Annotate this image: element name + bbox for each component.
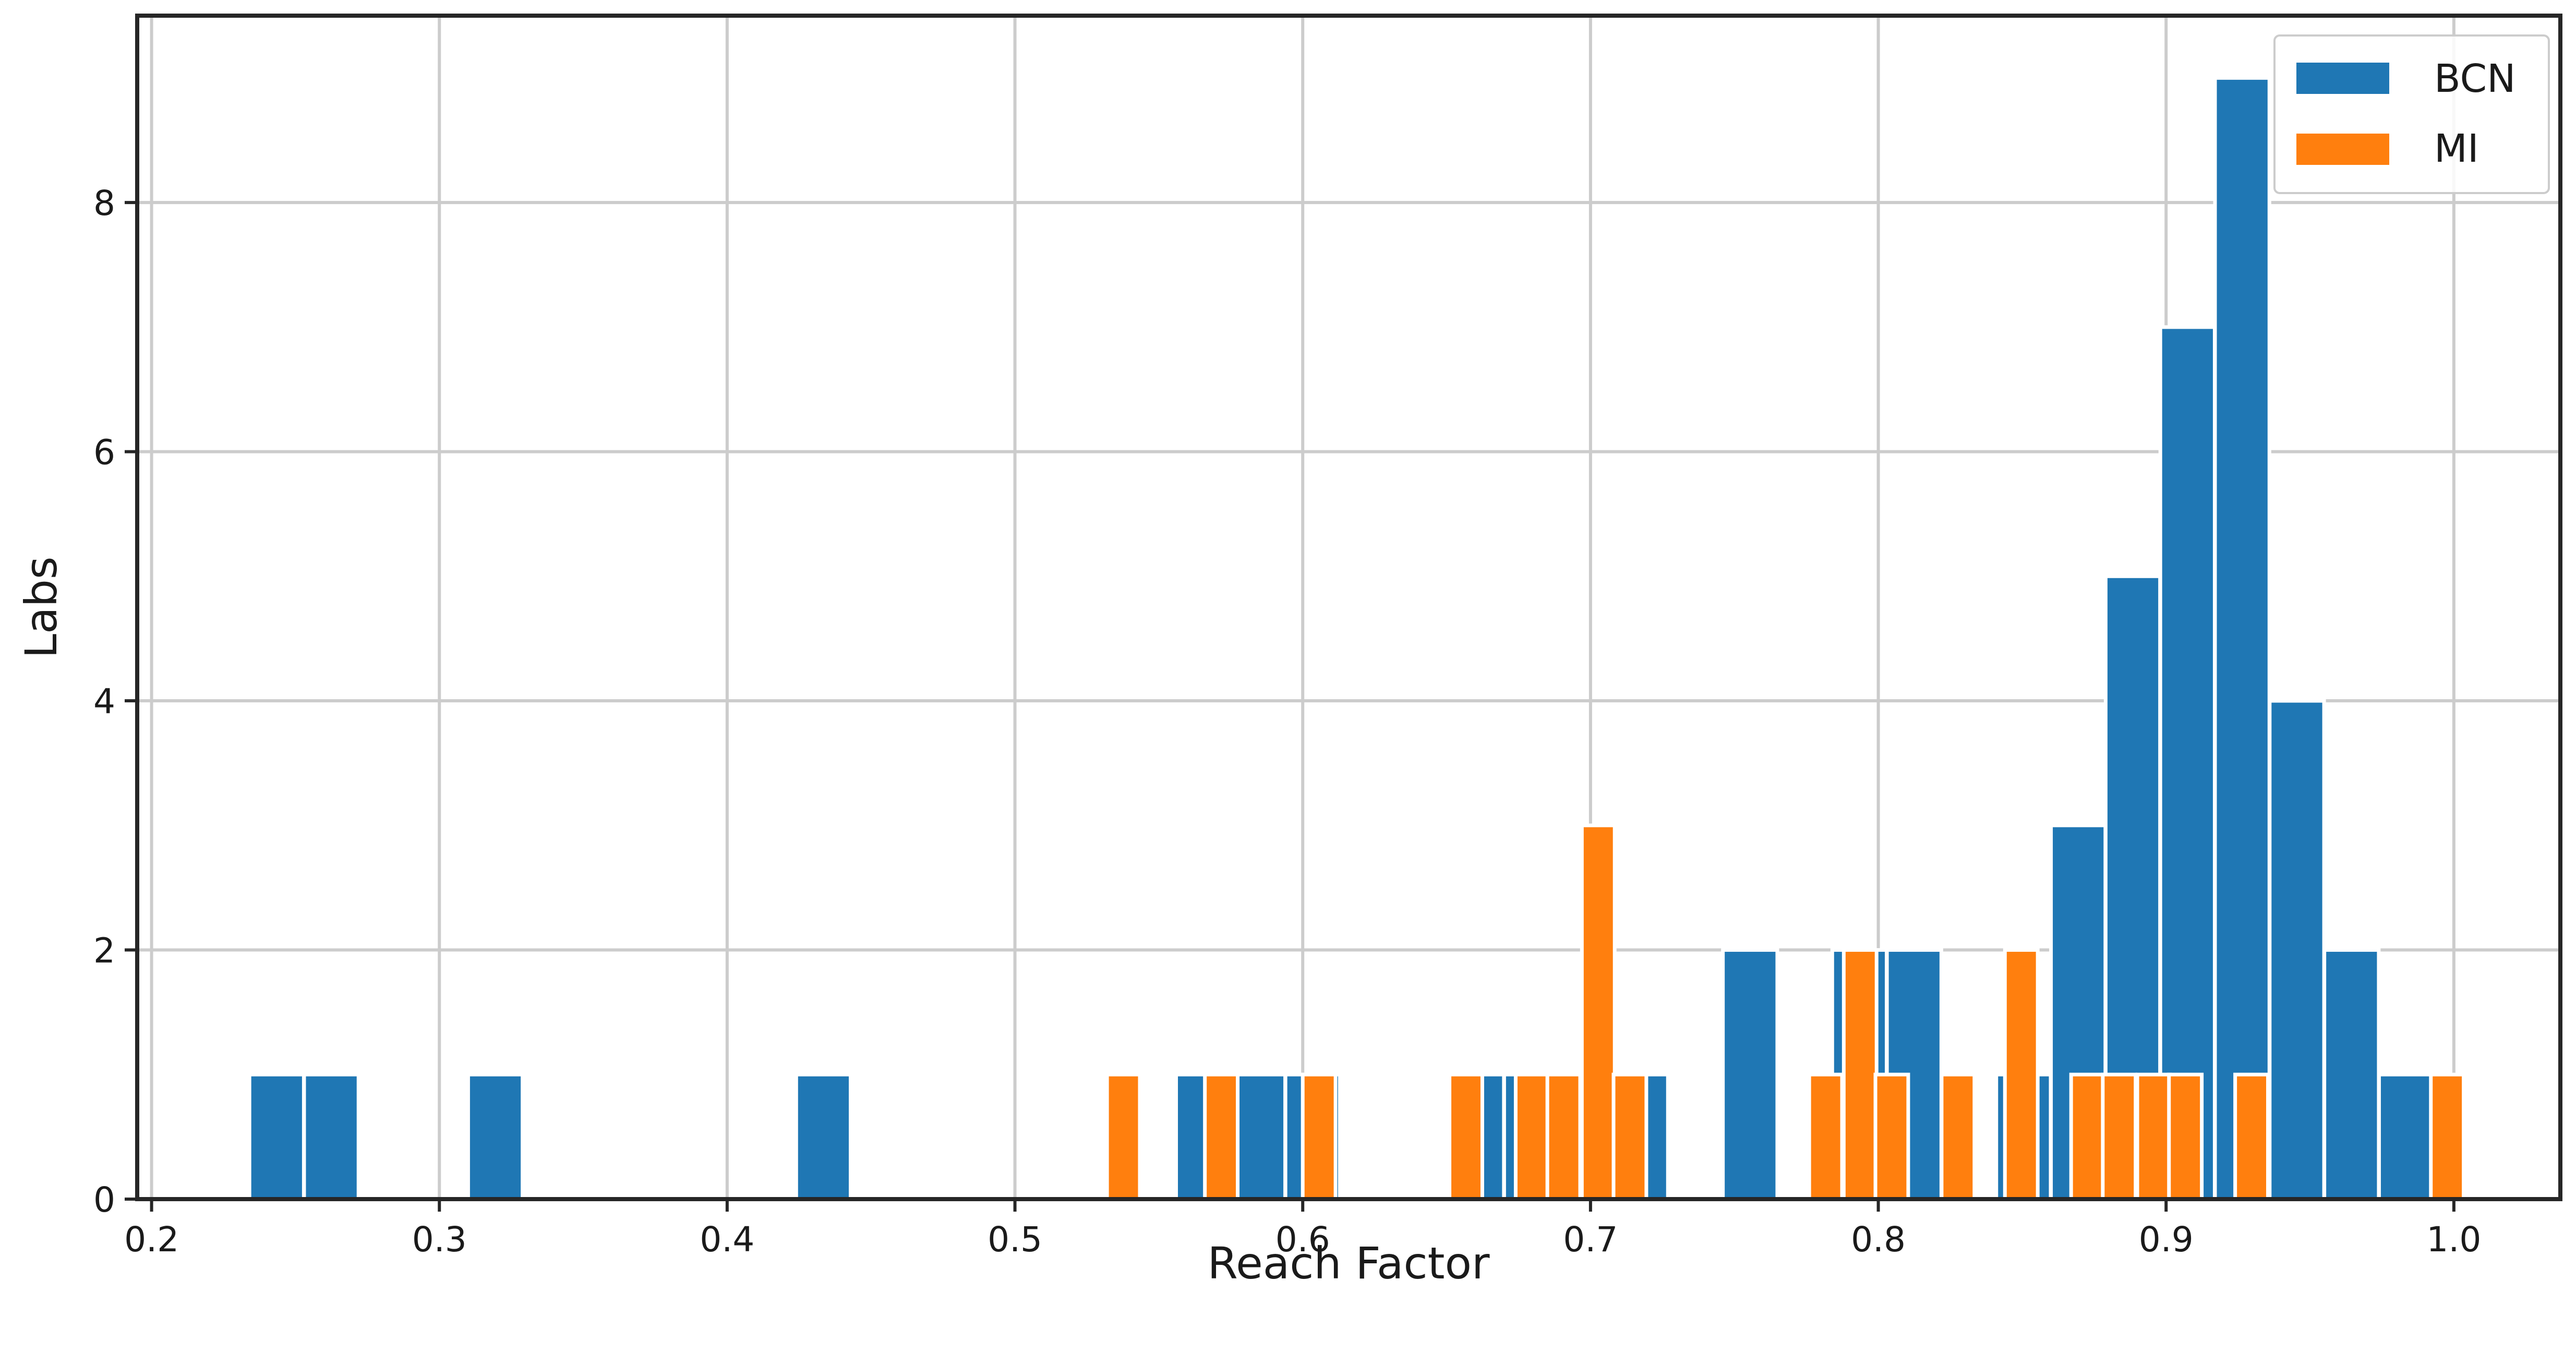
x-tick-label-0.6: 0.6 [1275,1219,1330,1260]
bar-mi-18 [2233,1072,2270,1201]
bar-mi-19 [2429,1072,2466,1201]
x-tick-label-0.9: 0.9 [2139,1219,2194,1260]
bar-bcn-22 [2377,1072,2436,1201]
bar-bcn-20 [2268,699,2326,1201]
x-tick-label-0.3: 0.3 [412,1219,467,1260]
x-tick-label-0.5: 0.5 [988,1219,1042,1260]
legend-swatch-mi [2296,134,2389,165]
plot-frame [135,14,2562,1201]
series-mi-bars [1105,823,2466,1201]
bar-mi-5 [1513,1072,1550,1201]
x-tick-label-0.2: 0.2 [124,1219,179,1260]
bar-mi-9 [1807,1072,1844,1201]
bar-mi-8 [1611,1072,1648,1201]
bar-mi-10 [1841,948,1879,1201]
bar-mi-4 [1448,1072,1484,1201]
legend-label-mi: MI [2434,126,2479,171]
bar-mi-3 [1301,1072,1338,1201]
bar-mi-17 [2167,1072,2204,1201]
bar-mi-11 [1873,1072,1910,1201]
bar-mi-1 [1105,1072,1142,1201]
x-axis-ticks: 0.2 0.3 0.4 0.5 0.6 0.7 0.8 0.9 1.0 [124,1199,2481,1260]
bar-bcn-1 [247,1072,306,1201]
bar-bcn-18 [2158,325,2217,1201]
bar-mi-7 [1580,823,1617,1201]
bar-mi-16 [2135,1072,2172,1201]
bar-bcn-3 [466,1072,525,1201]
bar-mi-14 [2069,1072,2106,1201]
bar-bcn-19 [2213,76,2271,1201]
bar-mi-6 [1545,1072,1582,1201]
y-axis-title: Labs [16,556,67,658]
x-tick-label-0.4: 0.4 [700,1219,754,1260]
y-tick-label-2: 2 [93,931,115,971]
legend: BCN MI [2273,34,2550,194]
x-tick-label-0.7: 0.7 [1563,1219,1618,1260]
legend-label-bcn: BCN [2434,56,2516,101]
bar-bcn-4 [794,1072,853,1201]
bar-mi-15 [2101,1072,2138,1201]
bar-mi-2 [1203,1072,1240,1201]
bar-mi-12 [1940,1072,1977,1201]
bar-bcn-12 [1721,948,1779,1201]
y-tick-label-6: 6 [93,433,115,473]
y-tick-label-0: 0 [93,1180,115,1220]
y-axis-ticks: 0 2 4 6 8 [93,183,137,1220]
x-tick-label-1.0: 1.0 [2426,1219,2481,1260]
bar-bcn-21 [2322,948,2381,1201]
bar-bcn-2 [302,1072,360,1201]
legend-swatch-bcn [2296,63,2389,94]
x-axis-title: Reach Factor [1208,1238,1490,1289]
y-tick-label-8: 8 [93,183,115,223]
y-tick-label-4: 4 [93,681,115,722]
x-tick-label-0.8: 0.8 [1851,1219,1906,1260]
bar-mi-13 [2003,948,2040,1201]
